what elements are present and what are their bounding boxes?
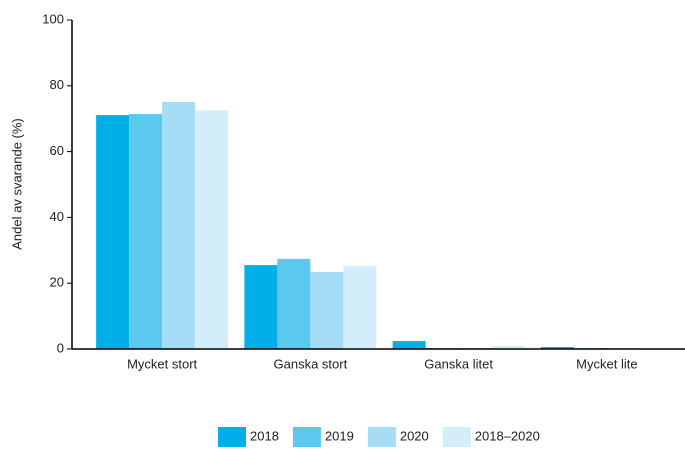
y-axis-label: Andel av svarande (%)	[9, 118, 24, 250]
y-tick-label: 100	[42, 11, 64, 26]
legend-label: 2018	[250, 428, 279, 443]
legend-label: 2020	[400, 428, 429, 443]
bar	[540, 347, 574, 349]
y-tick-label: 40	[50, 209, 64, 224]
legend-swatch	[442, 427, 471, 447]
legend-label: 2018–2020	[475, 428, 540, 443]
bar	[277, 258, 311, 349]
x-tick-label: Mycket lite	[576, 356, 637, 371]
bar	[195, 110, 229, 350]
legend-swatch	[367, 427, 396, 447]
bar	[392, 341, 426, 349]
bar	[129, 114, 163, 350]
bar	[244, 265, 278, 349]
bar	[310, 272, 344, 349]
legend-swatch	[218, 427, 246, 447]
y-tick-label: 80	[50, 77, 64, 92]
legend-swatch	[292, 427, 321, 447]
y-tick-label: 20	[50, 275, 64, 290]
bar	[343, 266, 377, 349]
x-tick-label: Ganska litet	[424, 356, 493, 371]
legend-label: 2019	[325, 428, 354, 443]
bar	[491, 346, 525, 349]
x-tick-label: Ganska stort	[274, 356, 348, 371]
bar	[96, 115, 130, 350]
x-tick-label: Mycket stort	[127, 356, 197, 371]
y-tick-label: 0	[57, 340, 64, 355]
y-tick-label: 60	[50, 143, 64, 158]
bar	[162, 101, 196, 350]
